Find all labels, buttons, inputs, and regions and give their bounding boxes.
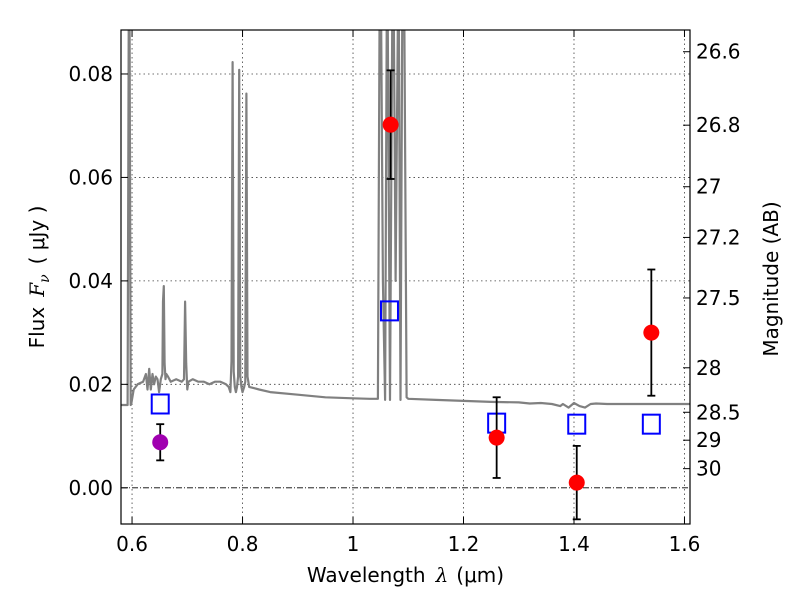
y2-tick-label: 26.8: [696, 113, 741, 137]
y-tick-label: 0.08: [68, 62, 113, 86]
x-tick-label: 1.4: [558, 532, 590, 556]
y2-tick-label: 27.2: [696, 225, 741, 249]
model-square-point: [150, 393, 170, 415]
y2-tick-label: 29: [696, 428, 721, 452]
y2-tick-label: 27.5: [696, 286, 741, 310]
x-tick-label: 0.8: [227, 532, 259, 556]
axis-ticks: 0.6 0.8 1 1.2 1.4 1.6 0.00 0.02 0.04 0.06 0.08 26.6…: [68, 30, 741, 556]
x-axis-label: Wavelength λ (μm): [307, 563, 504, 587]
y2-axis-label: Magnitude (AB): [759, 201, 783, 356]
observed-flux-point: [382, 116, 399, 133]
y-tick-label: 0.02: [68, 372, 113, 396]
x-tick-label: 1: [347, 532, 360, 556]
y-tick-label: 0.00: [68, 476, 113, 500]
x-tick-label: 0.6: [116, 532, 148, 556]
x-tick-label: 1.2: [448, 532, 480, 556]
y-axis-label: FluxFν( μJy ): [25, 206, 53, 349]
narrowband-flux-point: [152, 434, 169, 451]
sed-spectrum-line: [121, 30, 690, 409]
plot-frame: [120, 29, 691, 525]
observed-flux-point: [643, 324, 660, 341]
model-square-point: [567, 413, 587, 435]
observed-flux-point: [488, 429, 505, 446]
x-tick-label: 1.6: [669, 532, 701, 556]
y2-tick-label: 26.6: [696, 40, 741, 64]
model-square-point: [379, 300, 399, 322]
y-tick-label: 0.06: [68, 165, 113, 189]
y2-tick-label: 30: [696, 457, 721, 481]
y-tick-label: 0.04: [68, 269, 113, 293]
model-square-point: [641, 413, 661, 435]
y2-tick-label: 28: [696, 356, 721, 380]
y2-tick-label: 28.5: [696, 400, 741, 424]
y2-tick-label: 27: [696, 175, 721, 199]
observed-flux-point: [568, 474, 585, 491]
data-layer: [121, 30, 690, 521]
